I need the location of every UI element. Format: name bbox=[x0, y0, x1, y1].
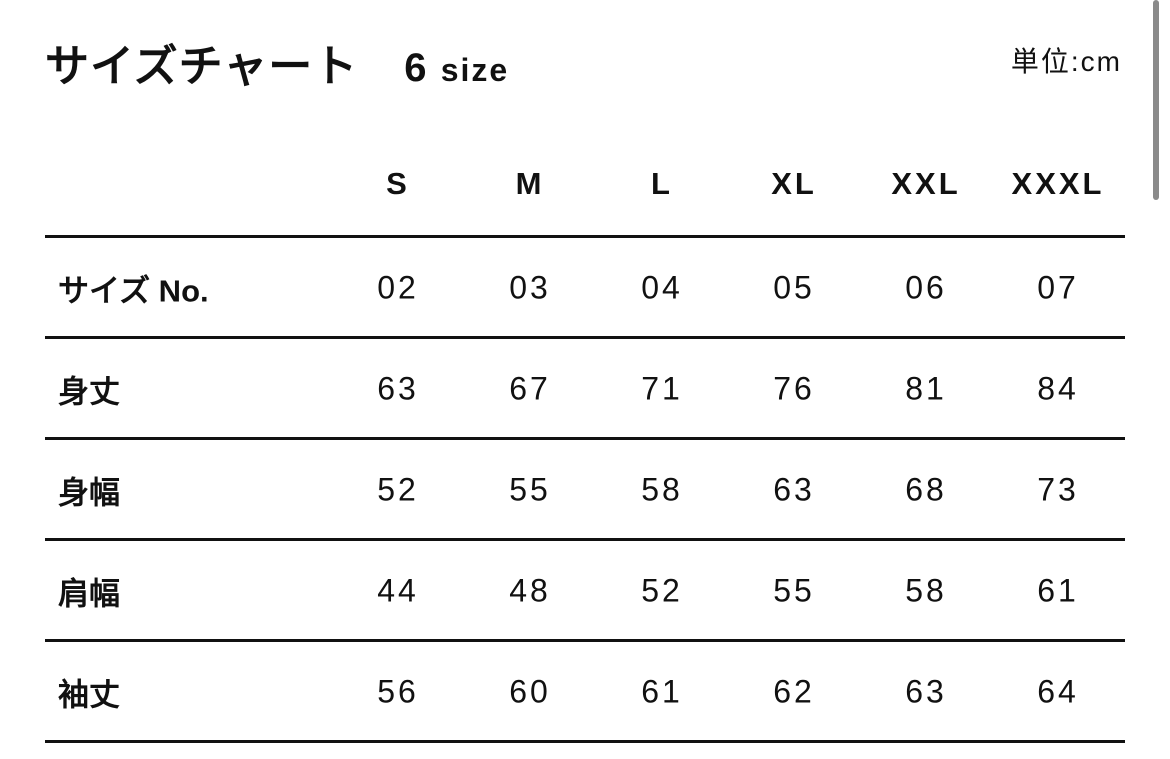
table-cell: 60 bbox=[509, 673, 551, 710]
table-cell: 55 bbox=[773, 572, 815, 609]
table-cell: 52 bbox=[377, 471, 419, 508]
table-cell: 63 bbox=[377, 370, 419, 407]
row-divider bbox=[45, 639, 1125, 642]
table-cell: 52 bbox=[641, 572, 683, 609]
row-divider bbox=[45, 437, 1125, 440]
table-cell: 61 bbox=[641, 673, 683, 710]
table-cell: 05 bbox=[773, 269, 815, 306]
table-cell: 67 bbox=[509, 370, 551, 407]
row-divider bbox=[45, 538, 1125, 541]
table-cell: 71 bbox=[641, 370, 683, 407]
table-cell: 81 bbox=[905, 370, 947, 407]
size-count-unit: size bbox=[440, 52, 510, 88]
title-text: サイズチャート bbox=[45, 42, 359, 91]
table-cell: 55 bbox=[509, 471, 551, 508]
column-header: M bbox=[515, 166, 545, 201]
table-cell: 84 bbox=[1037, 370, 1079, 407]
table-cell: 58 bbox=[905, 572, 947, 609]
table-cell: 63 bbox=[773, 471, 815, 508]
table-cell: 76 bbox=[773, 370, 815, 407]
column-header: XL bbox=[771, 166, 817, 201]
row-label: 袖丈 bbox=[58, 677, 120, 713]
column-header: XXL bbox=[891, 166, 961, 201]
table-cell: 48 bbox=[509, 572, 551, 609]
table-cell: 02 bbox=[377, 269, 419, 306]
table-cell: 44 bbox=[377, 572, 419, 609]
table-cell: 68 bbox=[905, 471, 947, 508]
table-cell: 56 bbox=[377, 673, 419, 710]
column-header: L bbox=[651, 166, 673, 201]
row-divider bbox=[45, 235, 1125, 238]
row-label: 肩幅 bbox=[58, 576, 120, 612]
table-cell: 61 bbox=[1037, 572, 1079, 609]
table-cell: 04 bbox=[641, 269, 683, 306]
scrollbar[interactable] bbox=[1153, 0, 1159, 200]
column-header: XXXL bbox=[1011, 166, 1105, 201]
table-cell: 62 bbox=[773, 673, 815, 710]
row-divider bbox=[45, 336, 1125, 339]
unit-label: 単位:cm bbox=[1010, 46, 1122, 77]
size-count: 6 bbox=[404, 46, 428, 90]
page-title: サイズチャート 6 size bbox=[45, 30, 509, 94]
column-header: S bbox=[386, 166, 410, 201]
table-cell: 73 bbox=[1037, 471, 1079, 508]
row-label: 身幅 bbox=[58, 475, 120, 511]
row-label: サイズ No. bbox=[58, 273, 209, 309]
table-cell: 07 bbox=[1037, 269, 1079, 306]
table-cell: 58 bbox=[641, 471, 683, 508]
row-divider bbox=[45, 740, 1125, 743]
table-cell: 64 bbox=[1037, 673, 1079, 710]
table-cell: 03 bbox=[509, 269, 551, 306]
table-cell: 63 bbox=[905, 673, 947, 710]
row-label: 身丈 bbox=[58, 374, 120, 410]
table-cell: 06 bbox=[905, 269, 947, 306]
